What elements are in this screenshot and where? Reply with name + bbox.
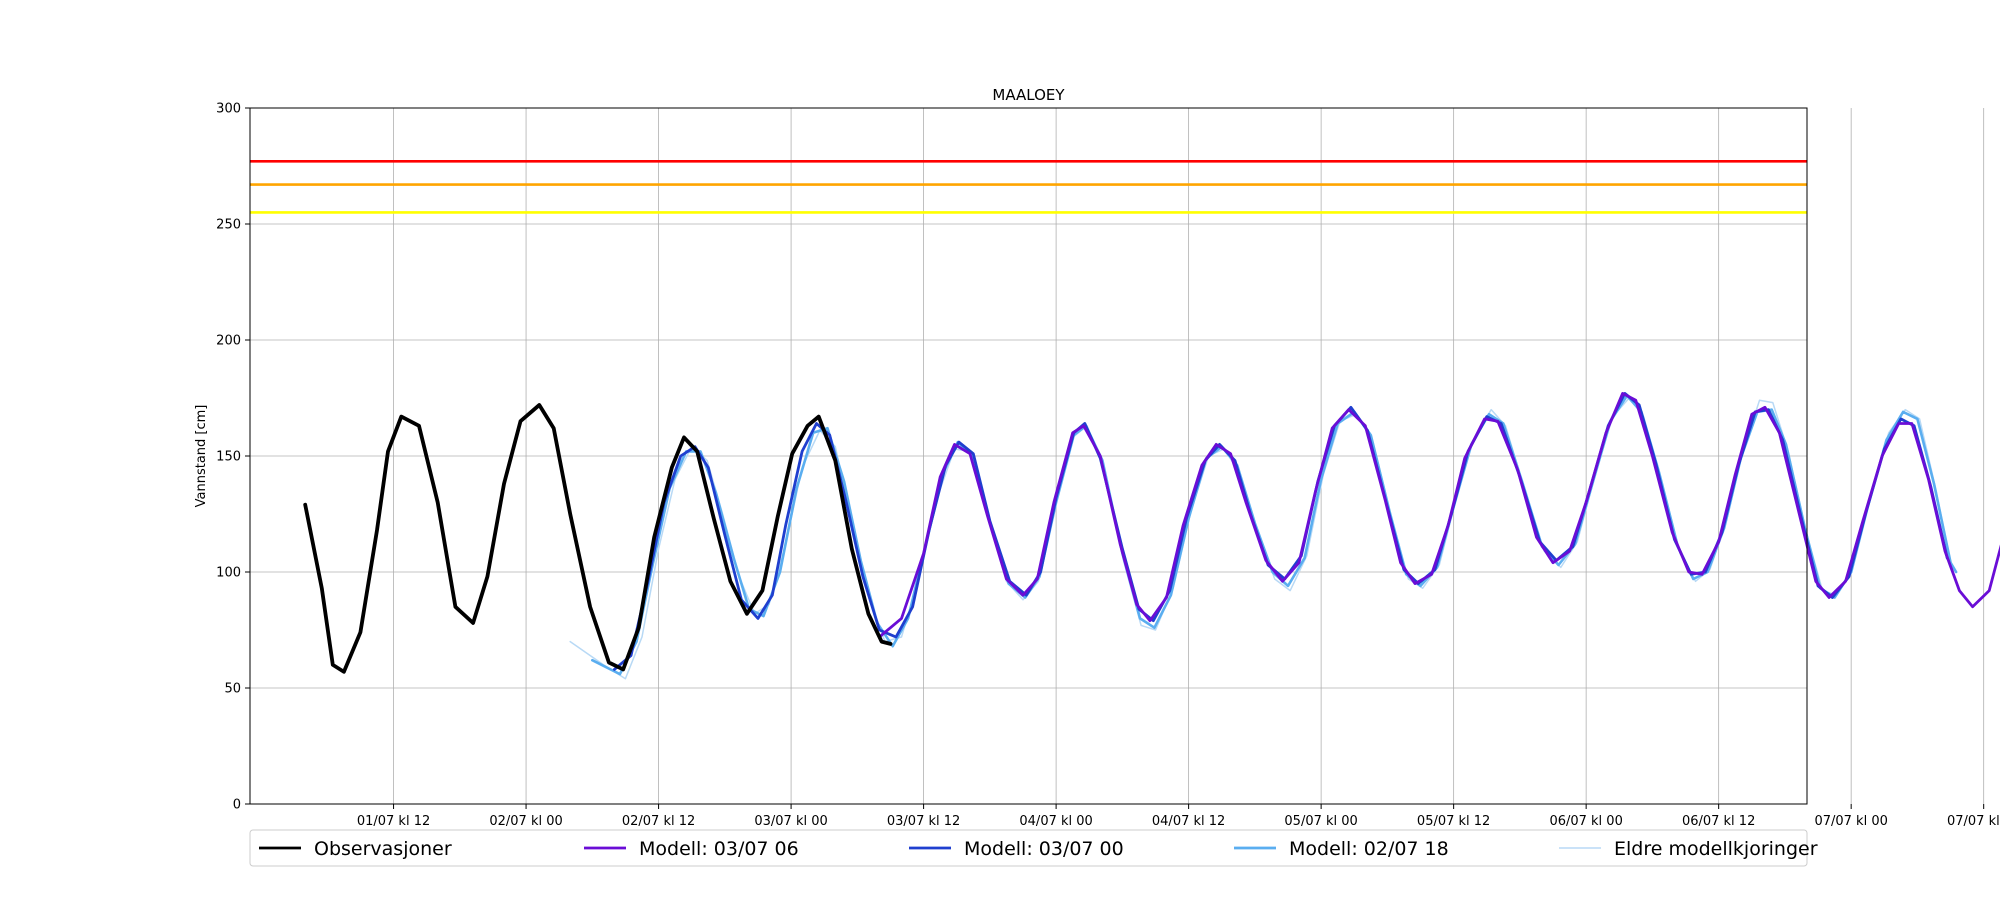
- legend-label: Modell: 03/07 00: [964, 838, 1124, 860]
- legend-label: Modell: 03/07 06: [639, 838, 799, 860]
- legend: Observasjoner Modell: 03/07 06 Modell: 03/…: [249, 829, 1818, 867]
- x-tick-label: 06/07 kl 00: [1549, 814, 1622, 829]
- series-line: [878, 392, 2000, 639]
- series-lines: [303, 392, 2000, 680]
- x-tick-label: 06/07 kl 12: [1682, 814, 1755, 829]
- chart-title: MAALOEY: [992, 86, 1065, 104]
- threshold-lines: [250, 160, 1807, 214]
- y-tick-label: 100: [216, 566, 241, 581]
- y-tick-label: 250: [216, 218, 241, 233]
- x-tick-label: 07/07 kl 00: [1814, 814, 1887, 829]
- series-line: [591, 394, 1958, 676]
- legend-label: Modell: 02/07 18: [1289, 838, 1449, 860]
- x-tick-label: 02/07 kl 12: [622, 814, 695, 829]
- grid: [250, 107, 1985, 805]
- axes: 0 50 100 150 200 250 300 01/07 kl 12 02/07 kl 00…: [216, 102, 2000, 830]
- legend-label: Observasjoner: [314, 838, 452, 860]
- x-tick-label: 05/07 kl 00: [1284, 814, 1357, 829]
- y-axis-label: Vannstand [cm]: [194, 405, 209, 508]
- legend-label: Eldre modellkjoringer: [1614, 838, 1818, 860]
- x-tick-label: 04/07 kl 00: [1019, 814, 1092, 829]
- y-tick-label: 300: [216, 102, 241, 117]
- y-tick-label: 50: [224, 682, 241, 697]
- y-tick-label: 200: [216, 334, 241, 349]
- x-tick-label: 04/07 kl 12: [1152, 814, 1225, 829]
- x-tick-label: 01/07 kl 12: [357, 814, 430, 829]
- series-line: [303, 403, 893, 674]
- legend-box: [249, 829, 1808, 867]
- x-tick-label: 05/07 kl 12: [1417, 814, 1490, 829]
- x-tick-label: 03/07 kl 00: [754, 814, 827, 829]
- y-tick-label: 0: [233, 798, 241, 813]
- x-tick-label: 07/07 kl 12: [1947, 814, 2000, 829]
- y-tick-label: 150: [216, 450, 241, 465]
- x-tick-label: 03/07 kl 12: [887, 814, 960, 829]
- x-tick-label: 02/07 kl 00: [489, 814, 562, 829]
